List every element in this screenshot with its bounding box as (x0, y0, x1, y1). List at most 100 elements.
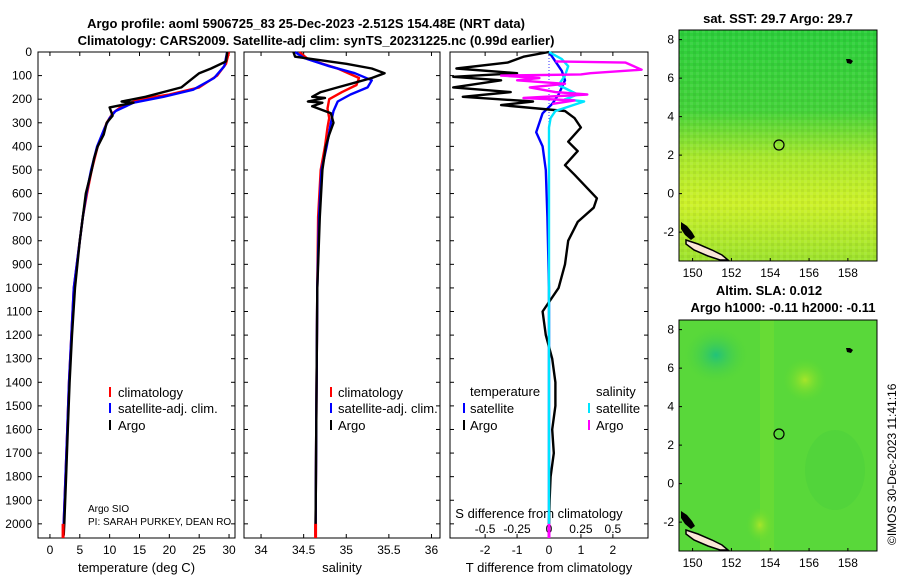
depth-tick-label: 100 (12, 69, 32, 83)
figure-title-line1: Argo profile: aoml 5906725_83 25-Dec-202… (87, 16, 525, 31)
map-y-tick-label: 8 (667, 323, 674, 337)
credit-line1: Argo SIO (88, 504, 129, 515)
map-y-tick-label: 8 (667, 33, 674, 47)
depth-tick-label: 1300 (5, 352, 32, 366)
legend-climatology-label: climatology (338, 385, 404, 400)
diff-x-tick-label: 1 (578, 543, 585, 557)
map-x-tick-label: 154 (760, 556, 780, 570)
depth-tick-label: 1000 (5, 281, 32, 295)
legend-s-argo-label: Argo (596, 418, 623, 433)
sal-series-argo (292, 51, 386, 536)
map-y-tick-label: -2 (663, 225, 674, 239)
diff-series-s-argo (499, 60, 643, 106)
sal-x-tick-label: 35 (340, 543, 354, 557)
depth-tick-label: 1800 (5, 470, 32, 484)
sla-argo-marker (773, 428, 785, 440)
map-x-tick-label: 158 (838, 556, 858, 570)
sla-map-title-line1: Altim. SLA: 0.012 (716, 283, 822, 298)
figure-title-line2: Climatology: CARS2009. Satellite-adj cli… (78, 33, 555, 48)
sal-series-climatology (298, 51, 361, 536)
temp-series-satellite-adj-clim- (61, 51, 229, 536)
legend-argo-label: Argo (338, 418, 365, 433)
temp-x-tick-label: 5 (76, 543, 83, 557)
map-y-tick-label: 4 (667, 400, 674, 414)
sla-field-band (760, 320, 774, 551)
map-y-tick-label: -2 (663, 515, 674, 529)
sst-coastline-island (681, 222, 695, 240)
temp-x-tick-label: 0 (47, 543, 54, 557)
legend-argo-label: Argo (118, 418, 145, 433)
diff-s-tick-label: 0.25 (569, 522, 593, 536)
map-x-tick-label: 158 (838, 266, 858, 280)
salinity-legend: climatology satellite-adj. clim. Argo (330, 385, 438, 433)
map-x-tick-label: 150 (683, 556, 703, 570)
sla-field-patch (805, 430, 865, 510)
temperature-legend: climatology satellite-adj. clim. Argo (109, 385, 218, 433)
diff-x-tick-label: -1 (512, 543, 523, 557)
legend-temperature-title: temperature (470, 384, 540, 399)
sst-map-frame (678, 29, 878, 262)
timestamp-stamp: ©IMOS 30-Dec-2023 11:41:16 (885, 383, 899, 545)
temp-x-tick-label: 10 (103, 543, 117, 557)
depth-tick-label: 1200 (5, 328, 32, 342)
diff-x-tick-label: -2 (480, 543, 491, 557)
sal-x-tick-label: 34 (254, 543, 268, 557)
sla-map-title-line2: Argo h1000: -0.11 h2000: -0.11 (691, 300, 876, 315)
depth-tick-label: 1500 (5, 399, 32, 413)
temp-series-argo (62, 51, 229, 536)
temp-plot-frame (37, 51, 236, 539)
depth-tick-label: 700 (12, 210, 32, 224)
legend-t-satellite-label: satellite (470, 401, 514, 416)
sst-map-ticks: 150 152 154 156 158 -2 0 2 4 6 8 (663, 33, 858, 280)
depth-tick-label: 200 (12, 92, 32, 106)
sst-map: sat. SST: 29.7 Argo: 29.7 150 152 154 156 15… (663, 11, 878, 280)
sla-map-ticks: 150 152 154 156 158 -2 0 2 4 6 8 (663, 323, 858, 570)
depth-tick-label: 300 (12, 116, 32, 130)
sst-field-texture (679, 30, 877, 261)
map-x-tick-label: 154 (760, 266, 780, 280)
sal-x-tick-label: 36 (425, 543, 439, 557)
sal-x-tick-label: 34.5 (292, 543, 316, 557)
depth-tick-label: 0 (25, 45, 32, 59)
diff-x-axis-label: T difference from climatology (466, 560, 633, 575)
sla-field-high2 (746, 507, 774, 543)
sst-argo-marker (773, 139, 785, 151)
temp-series-climatology (61, 51, 231, 536)
temp-x-tick-label: 30 (222, 543, 236, 557)
depth-tick-label: 400 (12, 139, 32, 153)
temp-x-tick-label: 15 (133, 543, 147, 557)
map-x-tick-label: 152 (721, 266, 741, 280)
depth-tick-label: 600 (12, 187, 32, 201)
map-y-tick-label: 0 (667, 477, 674, 491)
temp-x-tick-label: 25 (193, 543, 207, 557)
map-y-tick-label: 6 (667, 361, 674, 375)
map-x-tick-label: 152 (721, 556, 741, 570)
temp-x-axis-label: temperature (deg C) (78, 560, 195, 575)
legend-satellite-label: satellite-adj. clim. (118, 401, 218, 416)
depth-tick-label: 2000 (5, 517, 32, 531)
map-y-tick-label: 0 (667, 187, 674, 201)
sla-map-frame (678, 319, 878, 552)
diff-s-axis-label: S difference from climatology (455, 506, 623, 521)
map-y-tick-label: 6 (667, 71, 674, 85)
depth-tick-label: 900 (12, 257, 32, 271)
sla-coastline-new-guinea (685, 528, 731, 551)
legend-climatology-label: climatology (118, 385, 184, 400)
depth-tick-label: 1100 (6, 305, 32, 319)
sst-map-title: sat. SST: 29.7 Argo: 29.7 (703, 11, 853, 26)
map-x-tick-label: 150 (683, 266, 703, 280)
credit-line2: PI: SARAH PURKEY, DEAN RO (88, 517, 231, 528)
diff-s-tick-label: -0.25 (503, 522, 531, 536)
sla-map: Altim. SLA: 0.012 Argo h1000: -0.11 h200… (663, 283, 878, 570)
sla-coastline-island (681, 511, 695, 529)
map-x-tick-label: 156 (799, 266, 819, 280)
salinity-panel: 34 34.5 35 35.5 36 salinity (243, 51, 441, 575)
sst-coastline-small-island (846, 59, 853, 64)
depth-tick-label: 1700 (5, 446, 32, 460)
depth-tick-label: 1600 (5, 422, 32, 436)
map-y-tick-label: 2 (667, 148, 674, 162)
map-y-tick-label: 4 (667, 110, 674, 124)
legend-satellite-label: satellite-adj. clim. (338, 401, 438, 416)
legend-salinity-title: salinity (596, 384, 636, 399)
diff-s-tick-label: -0.5 (475, 522, 496, 536)
